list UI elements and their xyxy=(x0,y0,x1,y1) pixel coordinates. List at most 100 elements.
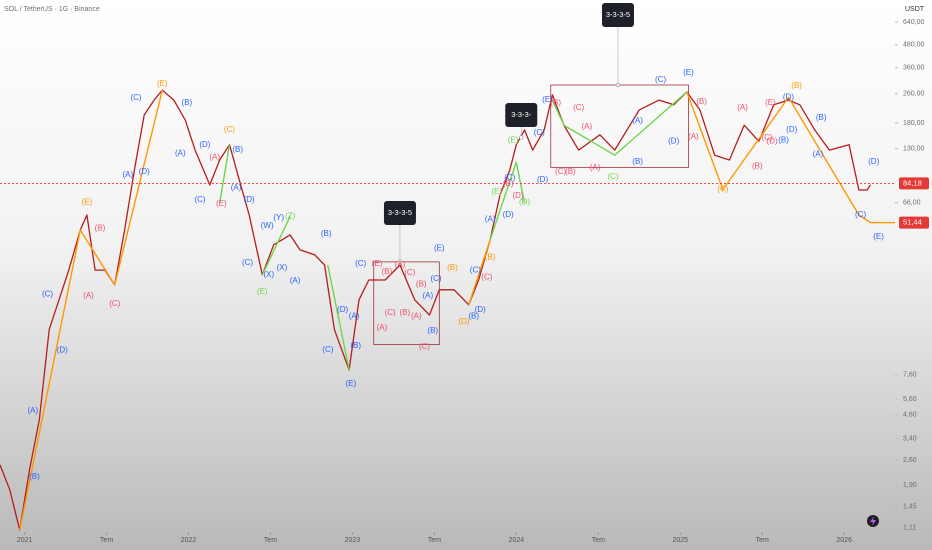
label-box-text: 3-3-3-5 xyxy=(606,10,630,19)
wave-label: (B) xyxy=(778,135,789,144)
wave-label: (Y) xyxy=(273,213,284,222)
x-tick-label: Tem xyxy=(756,537,769,544)
y-tick-label: 180,00 xyxy=(903,120,925,127)
wave-label: (C) xyxy=(481,273,492,282)
wave-line xyxy=(261,216,291,276)
y-tick-label: 2,60 xyxy=(903,457,917,464)
wave-label: (B) xyxy=(550,98,561,107)
wave-label: (A) xyxy=(27,406,38,415)
wave-label: (B) xyxy=(752,162,763,171)
y-tick-label: 480,00 xyxy=(903,42,925,49)
wave-label: (A) xyxy=(581,122,592,131)
wave-line xyxy=(551,91,688,156)
y-tick-label: 7,60 xyxy=(903,372,917,379)
wave-label: (B) xyxy=(416,279,427,288)
wave-label: (B) xyxy=(29,472,40,481)
wave-label: (C) xyxy=(224,125,235,134)
wave-label: (D) xyxy=(244,195,255,204)
range-box xyxy=(373,261,440,346)
wave-label: (B) xyxy=(696,97,707,106)
y-tick-label: 1,11 xyxy=(903,525,916,532)
x-tick-label: Tem xyxy=(100,537,113,544)
wave-label: (D) xyxy=(668,136,679,145)
wave-label: (B) xyxy=(632,157,643,166)
wave-label: (C) xyxy=(717,185,728,194)
wave-label: (A) xyxy=(688,132,699,141)
y-tick-label: 1,90 xyxy=(903,482,917,489)
wave-label: (A) xyxy=(395,260,406,269)
label-box xyxy=(505,102,538,127)
wave-label: (B) xyxy=(182,98,193,107)
wave-label: (B) xyxy=(447,263,458,272)
wave-label: (E) xyxy=(683,68,694,77)
wave-label: (D) xyxy=(199,140,210,149)
wave-label: (A) xyxy=(813,150,824,159)
wave-label: (C) xyxy=(762,133,773,142)
y-tick-label: 3,40 xyxy=(903,436,917,443)
wave-label: (W) xyxy=(261,221,274,230)
wave-label: (C) xyxy=(430,274,441,283)
wave-label: (C) xyxy=(109,299,120,308)
wave-label: (A) xyxy=(737,103,748,112)
wave-label: (D) xyxy=(503,210,514,219)
wave-label: (C) xyxy=(322,345,333,354)
currency-label: USDT xyxy=(905,6,925,13)
label-box-text: 3-3-3- xyxy=(511,110,532,119)
wave-label: (X) xyxy=(277,263,288,272)
wave-label: (D) xyxy=(512,191,523,200)
wave-label: (B) xyxy=(468,312,479,321)
wave-label: (B) xyxy=(816,113,827,122)
wave-label: (B) xyxy=(400,308,411,317)
wave-label: (E) xyxy=(345,379,356,388)
wave-label: (E) xyxy=(372,259,383,268)
wave-label: (A) xyxy=(349,312,360,321)
wave-label: (C) xyxy=(504,173,515,182)
wave-label: (C) xyxy=(385,308,396,317)
wave-label: (C) xyxy=(404,268,415,277)
wave-label: (A) xyxy=(83,291,94,300)
wave-label: (A) xyxy=(290,276,301,285)
wave-label: (D) xyxy=(767,136,778,145)
wave-label: (B) xyxy=(95,224,106,233)
wave-label: (A) xyxy=(209,152,220,161)
wave-label: (E) xyxy=(434,244,445,253)
wave-label: (C) xyxy=(130,93,141,102)
wave-label: (B) xyxy=(382,267,393,276)
y-tick-label: 130,00 xyxy=(903,146,925,153)
wave-label: (A) xyxy=(231,183,242,192)
wave-label: (E) xyxy=(216,199,227,208)
wave-line xyxy=(219,144,231,203)
y-tick-label: 260,00 xyxy=(903,91,925,98)
x-tick-label: 2021 xyxy=(17,537,33,544)
wave-label: (E) xyxy=(542,95,553,104)
price-tag-label: 51,44 xyxy=(903,218,922,227)
wave-label: (E) xyxy=(257,287,268,296)
wave-label: (B) xyxy=(791,81,802,90)
wave-label: (E) xyxy=(491,187,502,196)
leader-point xyxy=(519,135,524,140)
wave-label: (D) xyxy=(783,93,794,102)
wave-label: (D) xyxy=(868,157,879,166)
x-tick-label: 2023 xyxy=(345,537,361,544)
price-tag xyxy=(899,216,929,229)
wave-label: (E) xyxy=(508,135,519,144)
label-box xyxy=(601,2,634,27)
wave-label: (A) xyxy=(590,163,601,172)
wave-label: (D) xyxy=(57,346,68,355)
wave-label: (E) xyxy=(765,98,776,107)
wave-label: (B) xyxy=(485,253,496,262)
wave-label: (D) xyxy=(458,317,469,326)
wave-line xyxy=(327,264,350,371)
label-box xyxy=(383,201,416,226)
wave-label: (C) xyxy=(42,289,53,298)
wave-label: (D) xyxy=(537,175,548,184)
wave-label: (C) xyxy=(555,167,566,176)
y-tick-label: 1,45 xyxy=(903,503,917,510)
x-tick-label: Tem xyxy=(428,537,441,544)
wave-label: (A) xyxy=(422,291,433,300)
wave-label: (E) xyxy=(82,198,93,207)
wave-label: (C) xyxy=(419,342,430,351)
